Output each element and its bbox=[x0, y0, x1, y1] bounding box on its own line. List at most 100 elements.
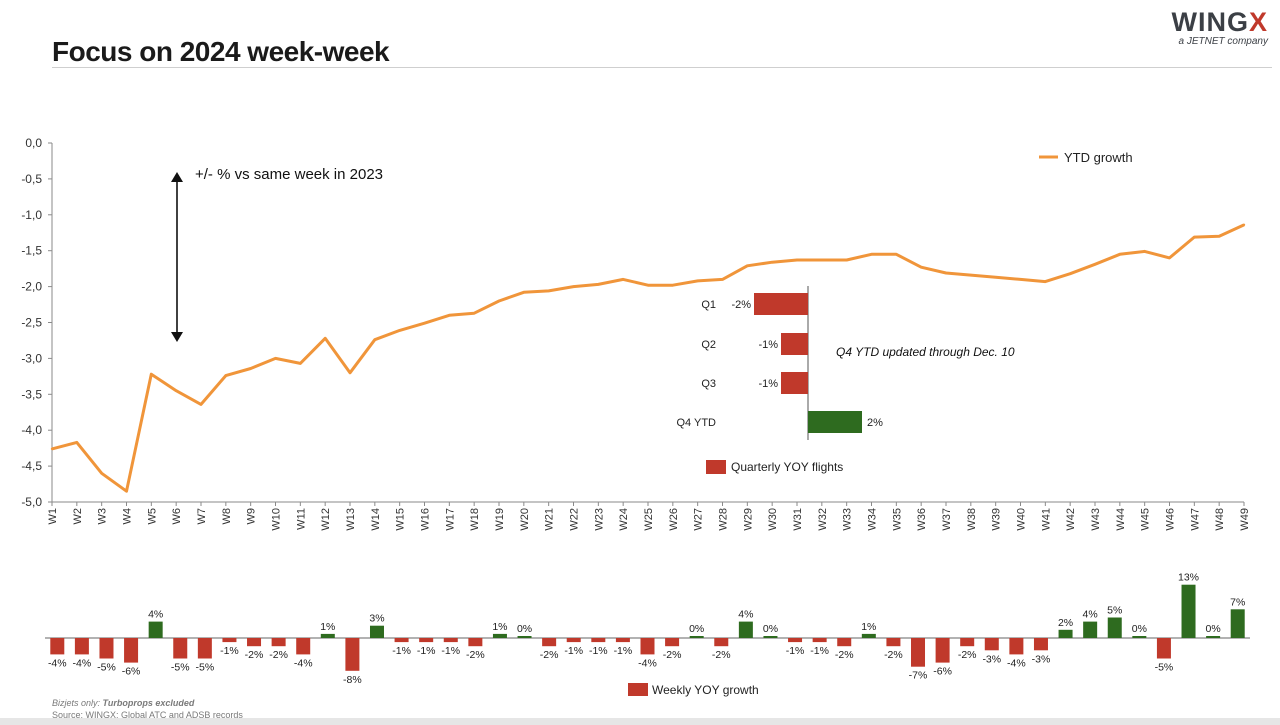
quarterly-category-label: Q3 bbox=[701, 378, 716, 390]
weekly-bar bbox=[738, 621, 753, 638]
weekly-value-label: 13% bbox=[1178, 572, 1199, 584]
x-tick-label: W15 bbox=[395, 508, 407, 531]
weekly-bar bbox=[271, 638, 286, 647]
x-tick-label: W3 bbox=[97, 508, 109, 525]
weekly-bar bbox=[1009, 638, 1024, 655]
x-tick-label: W2 bbox=[72, 508, 84, 525]
weekly-bar bbox=[812, 638, 827, 643]
weekly-bar bbox=[419, 638, 434, 643]
weekly-value-label: -2% bbox=[245, 649, 264, 661]
x-tick-label: W25 bbox=[643, 508, 655, 531]
ytd-growth-point bbox=[870, 253, 873, 256]
footnote-prefix: Bizjets only: bbox=[52, 698, 101, 708]
weekly-bar bbox=[99, 638, 114, 659]
ytd-growth-point bbox=[497, 299, 501, 303]
ytd-growth-point bbox=[597, 283, 600, 286]
y-tick-label: -0,5 bbox=[21, 172, 42, 186]
weekly-bar bbox=[837, 638, 852, 647]
weekly-value-label: -1% bbox=[614, 645, 633, 657]
ytd-growth-point bbox=[895, 253, 898, 256]
weekly-value-label: 0% bbox=[689, 623, 704, 635]
ytd-growth-point bbox=[472, 311, 476, 315]
weekly-bar bbox=[320, 633, 335, 638]
weekly-bar bbox=[1206, 636, 1221, 638]
weekly-bar bbox=[74, 638, 89, 655]
annotation-arrow-down-head bbox=[171, 332, 183, 342]
title-divider bbox=[52, 67, 1272, 68]
ytd-line-chart: 0,0 -0,5 -1,0 -1,5 -2,0 -2,5 -3,0 -3,5 -4,0 -4,5 -… bbox=[21, 136, 1251, 531]
ytd-growth-point bbox=[199, 403, 203, 406]
weekly-value-label: -8% bbox=[343, 674, 362, 686]
x-tick-label: W31 bbox=[792, 508, 804, 531]
ytd-growth-point bbox=[423, 322, 426, 325]
weekly-bar bbox=[517, 636, 532, 638]
weekly-value-label: -5% bbox=[171, 662, 190, 674]
logo-word-main: WING bbox=[1171, 7, 1249, 37]
ytd-growth-point bbox=[125, 490, 128, 493]
weekly-value-label: 1% bbox=[492, 621, 507, 633]
weekly-value-label: -1% bbox=[392, 645, 411, 657]
x-tick-label: W41 bbox=[1040, 508, 1052, 531]
x-tick-label: W39 bbox=[991, 508, 1003, 531]
weekly-bar bbox=[788, 638, 803, 643]
x-tick-label: W24 bbox=[618, 508, 630, 531]
weekly-bar bbox=[197, 638, 212, 659]
x-tick-label: W44 bbox=[1115, 508, 1127, 531]
weekly-value-label: 4% bbox=[1083, 609, 1098, 621]
y-tick-label: -2,0 bbox=[21, 280, 42, 294]
weekly-bar bbox=[1156, 638, 1171, 659]
weekly-bar bbox=[443, 638, 458, 643]
ytd-growth-point bbox=[621, 278, 625, 281]
y-tick-label: -5,0 bbox=[21, 495, 42, 509]
ytd-growth-point bbox=[1193, 235, 1196, 239]
x-tick-label: W5 bbox=[146, 508, 158, 525]
ytd-growth-point bbox=[1093, 263, 1097, 266]
weekly-value-label: 2% bbox=[1058, 617, 1073, 629]
legend-quarterly-label: Quarterly YOY flights bbox=[731, 460, 843, 474]
weekly-value-label: -4% bbox=[48, 657, 67, 669]
ytd-growth-point bbox=[249, 367, 252, 370]
ytd-growth-point bbox=[348, 371, 352, 374]
y-tick-label: -3,0 bbox=[21, 351, 42, 365]
logo-word-accent: X bbox=[1248, 7, 1268, 37]
ytd-growth-point bbox=[820, 258, 824, 262]
weekly-value-label: -2% bbox=[466, 649, 485, 661]
quarterly-annotation: Q4 YTD updated through Dec. 10 bbox=[836, 345, 1015, 359]
weekly-value-label: -1% bbox=[220, 645, 239, 657]
ytd-growth-point bbox=[174, 389, 178, 392]
bottom-band bbox=[0, 718, 1280, 725]
footnote-source: Source: WINGX; Global ATC and ADSB recor… bbox=[52, 710, 243, 720]
x-tick-label: W22 bbox=[569, 508, 581, 531]
weekly-value-label: 4% bbox=[738, 609, 753, 621]
x-tick-label: W27 bbox=[693, 508, 705, 531]
weekly-bar bbox=[886, 638, 901, 647]
ytd-growth-point bbox=[1143, 250, 1146, 253]
weekly-value-label: -4% bbox=[1007, 657, 1026, 669]
x-tick-label: W13 bbox=[345, 508, 357, 531]
y-tick-label: -4,5 bbox=[21, 459, 42, 473]
legend-weekly-label: Weekly YOY growth bbox=[652, 683, 759, 697]
weekly-value-label: 1% bbox=[320, 621, 335, 633]
weekly-bar bbox=[984, 638, 999, 651]
weekly-bar-chart: -4% -4% -5% -6% 4% -5% -5% -1% -2% -2% -4% 1% -8% 3% -… bbox=[45, 572, 1250, 697]
weekly-bar bbox=[960, 638, 975, 647]
quarterly-bar bbox=[754, 293, 808, 315]
ytd-growth-point bbox=[1019, 278, 1022, 281]
weekly-value-label: -1% bbox=[441, 645, 460, 657]
x-tick-label: W17 bbox=[444, 508, 456, 531]
ytd-growth-point bbox=[1168, 256, 1171, 260]
ytd-growth-point bbox=[398, 329, 401, 332]
footnote-bizjets: Bizjets only: Turboprops excluded bbox=[52, 698, 194, 708]
x-tick-label: W11 bbox=[295, 508, 307, 530]
ytd-growth-point bbox=[969, 273, 973, 277]
ytd-growth-point bbox=[944, 271, 948, 275]
annotation-arrow-up-head bbox=[171, 172, 183, 182]
x-tick-label: W38 bbox=[966, 508, 978, 531]
weekly-value-label: -2% bbox=[835, 649, 854, 661]
weekly-bar bbox=[1107, 617, 1122, 638]
x-tick-label: W8 bbox=[221, 508, 233, 525]
quarterly-bar bbox=[781, 372, 808, 394]
weekly-bar bbox=[911, 638, 926, 667]
weekly-bar bbox=[468, 638, 483, 647]
ytd-growth-point bbox=[696, 279, 699, 283]
